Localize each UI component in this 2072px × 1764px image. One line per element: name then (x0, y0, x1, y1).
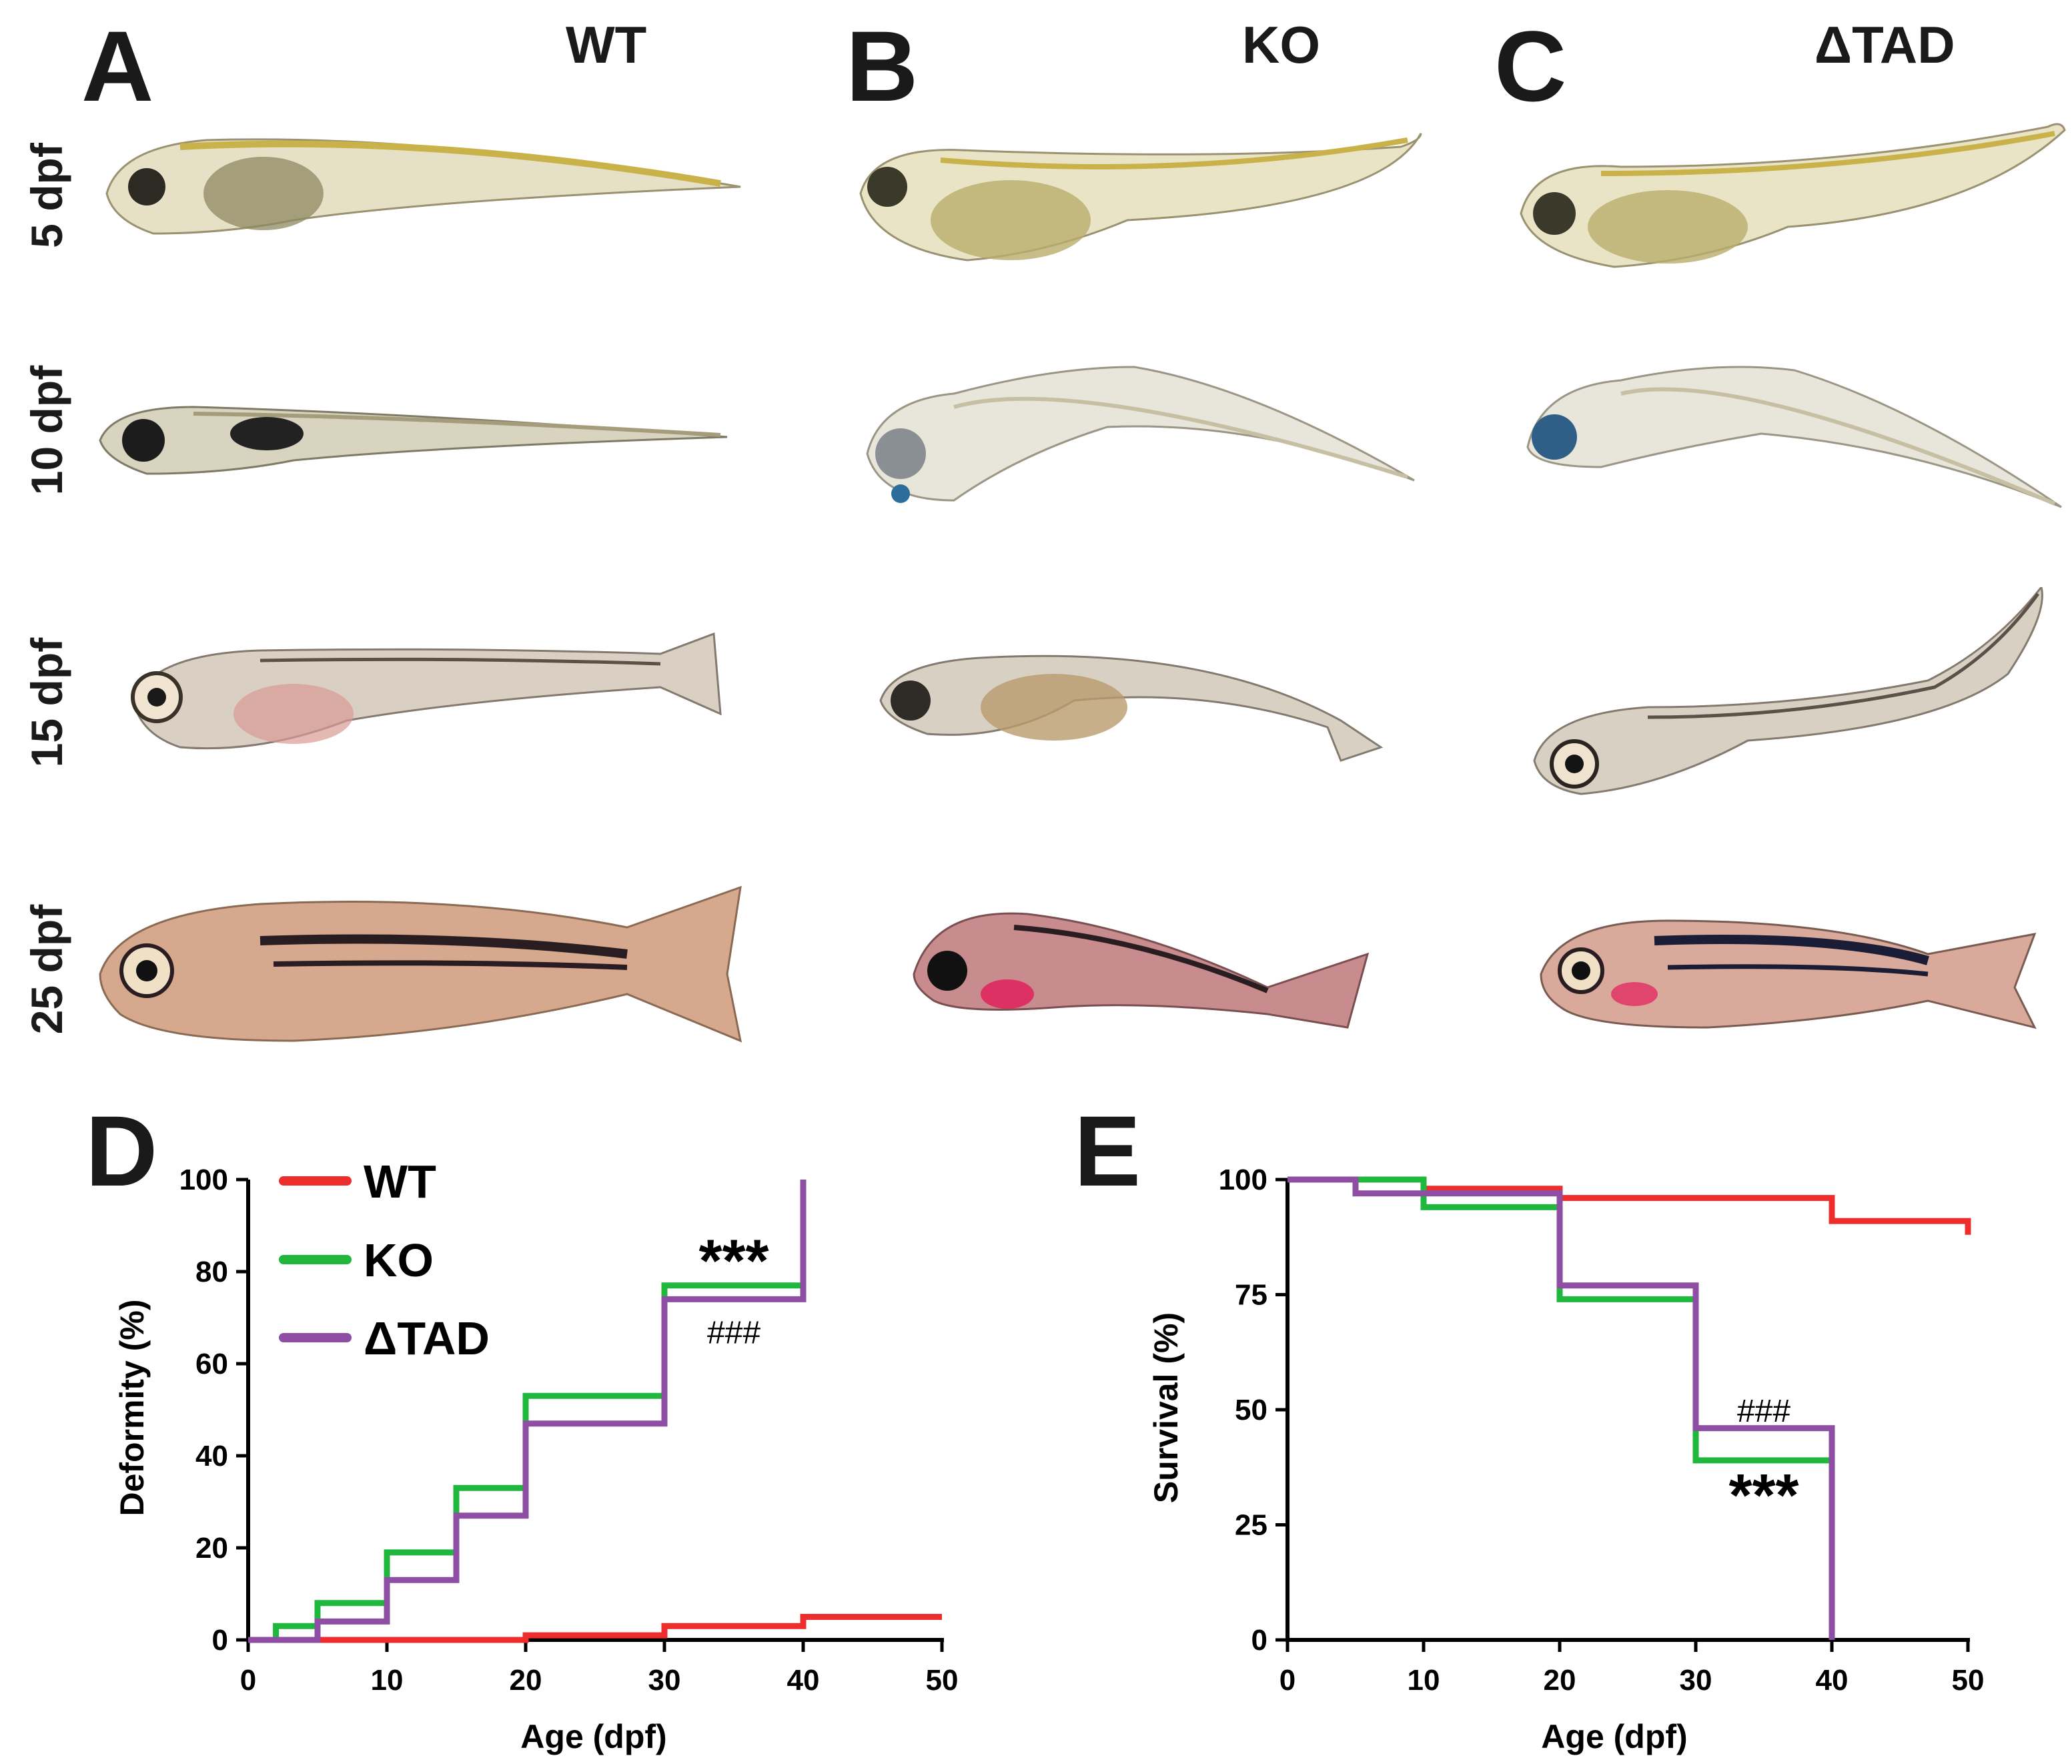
survival-series (1287, 1176, 1971, 1640)
survival-x-tick-label: 10 (1408, 1664, 1440, 1697)
deformity-y-tick-label: 0 (212, 1624, 228, 1657)
deformity-y-tick-label: 80 (195, 1256, 228, 1288)
fish-image-dtad-15dpf (1533, 587, 2043, 795)
chart-survival: 0 10 20 30 40 50 0 25 50 75 100 ### *** Age (dpf) S… (1147, 1164, 1985, 1755)
deformity-series-line-dtad (248, 1180, 807, 1643)
row-label-25dpf: 25 dpf (22, 904, 71, 1035)
survival-axes: 0 10 20 30 40 50 0 25 50 75 100 (1219, 1164, 1985, 1697)
deformity-series-line-ko (248, 1282, 803, 1643)
fish-image-wt-10dpf (99, 406, 728, 475)
deformity-x-tick-label: 30 (648, 1664, 681, 1697)
survival-y-tick-label: 0 (1251, 1624, 1267, 1657)
survival-series-line-wt (1287, 1176, 1971, 1235)
survival-significance-label: ### (1737, 1394, 1790, 1429)
fish-image-ko-15dpf (879, 654, 1384, 762)
deformity-x-axis-label: Age (dpf) (520, 1718, 666, 1755)
survival-y-tick-label: 25 (1235, 1509, 1267, 1542)
survival-x-tick-label: 20 (1544, 1664, 1576, 1697)
survival-series-line-ko (1287, 1176, 1835, 1640)
survival-y-tick-label: 50 (1235, 1394, 1267, 1426)
fish-image-wt-5dpf (105, 138, 741, 235)
legend-label-dtad: ΔTAD (364, 1312, 490, 1364)
panel-letter-c: C (1494, 10, 1567, 122)
survival-y-tick-label: 100 (1219, 1164, 1267, 1196)
fish-image-wt-25dpf (99, 885, 742, 1043)
deformity-x-tick-label: 20 (510, 1664, 542, 1697)
survival-x-tick-label: 0 (1279, 1664, 1296, 1697)
deformity-x-tick-label: 10 (371, 1664, 404, 1697)
survival-annotations: ### *** (1728, 1394, 1798, 1529)
column-label-ko: KO (1242, 15, 1320, 74)
survival-y-tick-label: 75 (1235, 1279, 1267, 1312)
chart-deformity: 0 10 20 30 40 50 0 20 40 60 80 100 *** ### Age (dpf)… (113, 1156, 959, 1755)
row-label-15dpf: 15 dpf (22, 637, 71, 768)
survival-x-axis-label: Age (dpf) (1541, 1718, 1687, 1755)
survival-y-axis-label: Survival (%) (1147, 1312, 1185, 1503)
deformity-x-tick-label: 0 (240, 1664, 256, 1697)
deformity-y-tick-label: 100 (179, 1164, 228, 1196)
panel-letter-e: E (1074, 1095, 1141, 1207)
fish-image-dtad-25dpf (1540, 919, 2037, 1029)
legend-label-wt: WT (364, 1156, 436, 1208)
row-label-5dpf: 5 dpf (22, 143, 71, 248)
fish-image-ko-25dpf (913, 912, 1370, 1029)
fish-image-ko-10dpf (866, 366, 1415, 503)
fish-image-dtad-5dpf (1520, 123, 2066, 268)
deformity-y-tick-label: 40 (195, 1440, 228, 1472)
deformity-x-tick-label: 40 (787, 1664, 820, 1697)
legend: WT KO ΔTAD (279, 1156, 490, 1364)
survival-x-tick-label: 30 (1680, 1664, 1712, 1697)
column-label-wt: WT (566, 15, 647, 74)
column-label-dtad: ΔTAD (1815, 15, 1955, 74)
deformity-y-tick-label: 60 (195, 1348, 228, 1380)
deformity-y-tick-label: 20 (195, 1532, 228, 1565)
deformity-series (248, 1180, 942, 1643)
fish-image-ko-5dpf (859, 133, 1422, 262)
row-label-10dpf: 10 dpf (22, 365, 71, 496)
survival-significance-label: *** (1728, 1462, 1798, 1529)
legend-label-ko: KO (364, 1234, 434, 1286)
panel-letter-b: B (846, 10, 919, 122)
deformity-series-line-wt (248, 1614, 942, 1643)
fish-image-wt-15dpf (131, 632, 722, 750)
survival-x-tick-label: 40 (1816, 1664, 1849, 1697)
survival-series-line-dtad (1287, 1176, 1835, 1640)
deformity-y-axis-label: Deformity (%) (113, 1299, 151, 1516)
deformity-significance-label: ### (707, 1316, 760, 1351)
deformity-significance-label: *** (698, 1228, 768, 1294)
fish-image-dtad-10dpf (1526, 366, 2062, 508)
survival-x-tick-label: 50 (1952, 1664, 1985, 1697)
deformity-annotations: *** ### (698, 1228, 768, 1350)
deformity-x-tick-label: 50 (926, 1664, 959, 1697)
panel-letter-d: D (85, 1095, 158, 1207)
panel-letter-a: A (81, 10, 154, 122)
